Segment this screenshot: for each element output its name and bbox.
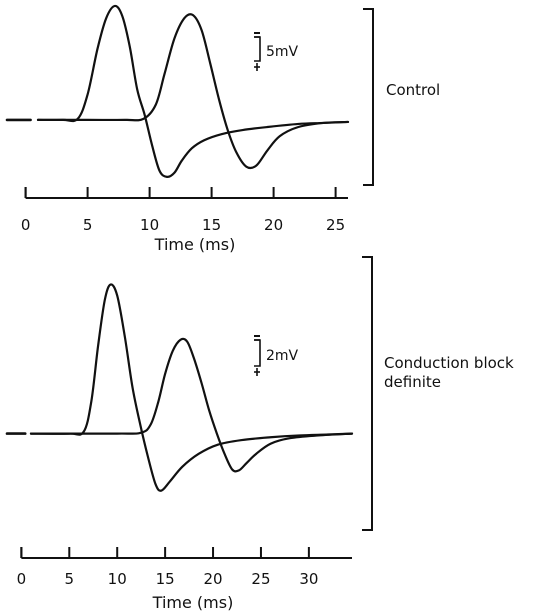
x-axis-title: Time (ms) [154, 235, 236, 254]
waveform-trace-2 [29, 337, 354, 473]
x-tick-label: 30 [299, 570, 318, 588]
x-tick-label: 0 [21, 216, 31, 234]
scale-bar-label: 2mV [266, 348, 299, 364]
control-panel: 0 5 10 15 20 25 Time (ms) 5mV Control [5, 4, 440, 254]
x-tick-label: 10 [140, 216, 159, 234]
x-tick-label: 0 [17, 570, 27, 588]
x-tick-label: 15 [156, 570, 175, 588]
conduction-block-panel: 0 5 10 15 20 25 30 Time (ms) 2mV Conduction block… [5, 256, 514, 612]
condition-bracket [362, 256, 373, 531]
scale-bar [254, 36, 261, 62]
x-axis-title: Time (ms) [152, 593, 234, 612]
x-tick-label: 5 [65, 570, 75, 588]
x-tick-label: 25 [251, 570, 270, 588]
x-tick-label: 10 [108, 570, 127, 588]
condition-label: Conduction block definite [384, 354, 514, 391]
x-tick-label: 5 [83, 216, 93, 234]
scale-bar-label: 5mV [266, 44, 299, 60]
waveform-trace-2 [36, 13, 350, 170]
condition-label: Control [386, 81, 440, 99]
condition-bracket [363, 8, 374, 186]
x-tick-label: 20 [203, 570, 222, 588]
x-tick-label: 25 [326, 216, 345, 234]
waveform-trace-1 [36, 4, 350, 178]
x-tick-label: 20 [264, 216, 283, 234]
x-tick-label: 15 [202, 216, 221, 234]
scale-bar [254, 339, 261, 367]
waveform-trace-1 [29, 283, 354, 492]
